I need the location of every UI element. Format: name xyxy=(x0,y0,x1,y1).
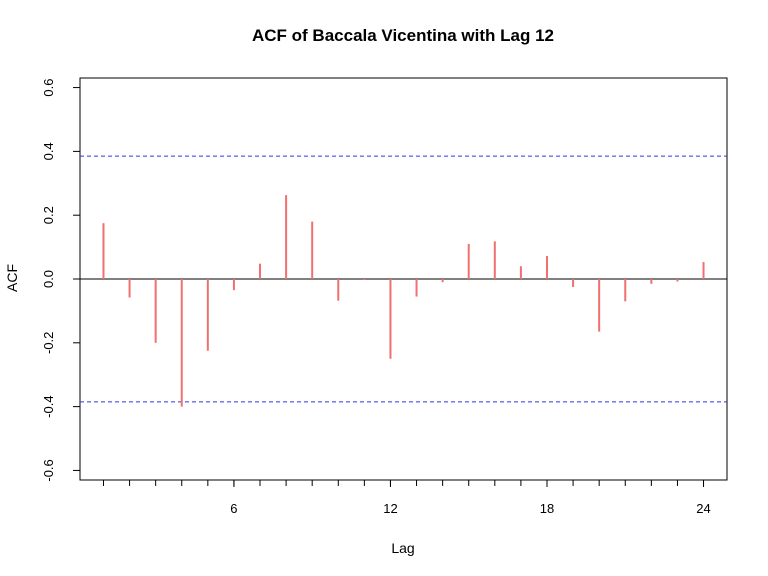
x-tick-label: 24 xyxy=(696,501,710,516)
y-tick-label: 0.4 xyxy=(41,142,56,160)
plot-area: 6 12 18 24 -0.6 -0.4 -0.2 0.0 0.2 0.4 0.6 xyxy=(41,77,728,516)
y-axis-label: ACF xyxy=(4,264,20,292)
y-tick-label: -0.4 xyxy=(41,395,56,417)
x-tick-label: 6 xyxy=(230,501,237,516)
y-tick-label: -0.2 xyxy=(41,332,56,354)
x-tick-label: 18 xyxy=(540,501,554,516)
x-axis-label: Lag xyxy=(391,540,414,556)
y-tick-label: 0.0 xyxy=(41,270,56,288)
y-tick-label: 0.2 xyxy=(41,206,56,224)
chart-title: ACF of Baccala Vicentina with Lag 12 xyxy=(252,26,554,45)
y-tick-label: 0.6 xyxy=(41,79,56,97)
y-tick-label: -0.6 xyxy=(41,459,56,481)
x-tick-label: 12 xyxy=(383,501,397,516)
